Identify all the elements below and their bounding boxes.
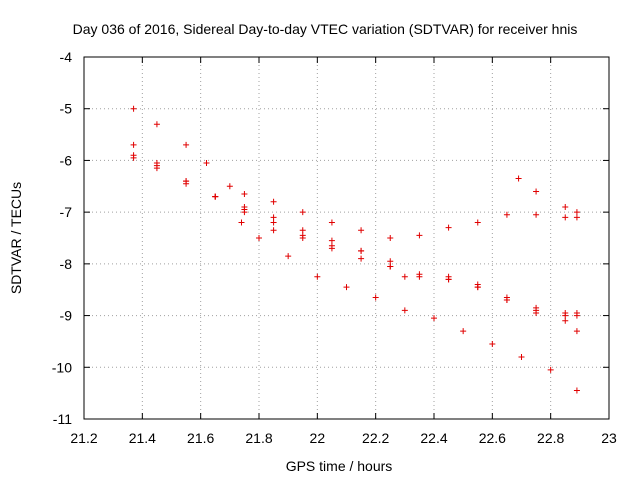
x-tick-label: 21.4	[129, 430, 156, 446]
data-point	[241, 209, 248, 216]
data-point	[212, 193, 219, 200]
grid	[84, 57, 609, 419]
data-point	[562, 312, 569, 319]
data-point	[241, 191, 248, 198]
series-track-3	[130, 152, 580, 335]
data-point	[328, 219, 335, 226]
data-point	[238, 219, 245, 226]
data-point	[203, 160, 210, 167]
data-point	[489, 341, 496, 348]
data-point	[562, 317, 569, 324]
series-track-1	[130, 105, 580, 241]
data-point	[533, 211, 540, 218]
data-point	[256, 235, 262, 241]
data-point	[573, 214, 580, 221]
data-point	[503, 211, 510, 218]
x-tick-label: 21.2	[70, 430, 97, 446]
data-point	[358, 227, 365, 234]
data-point	[241, 203, 248, 210]
data-point	[562, 203, 569, 210]
y-tick-label: -4	[60, 49, 73, 65]
data-point	[270, 198, 277, 205]
data-point	[518, 353, 525, 360]
data-point	[474, 219, 481, 226]
data-points	[130, 105, 580, 394]
data-point	[314, 273, 321, 280]
data-point	[547, 366, 554, 373]
x-tick-label: 21.8	[245, 430, 272, 446]
data-point	[533, 304, 540, 311]
data-point	[515, 175, 522, 182]
data-point	[328, 237, 335, 244]
data-point	[299, 209, 306, 216]
data-point	[573, 387, 580, 394]
series-track-5	[238, 219, 580, 394]
series-track-2	[130, 141, 580, 316]
y-axis-label: SDTVAR / TECUs	[8, 182, 24, 294]
data-point	[387, 235, 394, 241]
series-track-6	[515, 175, 580, 216]
series-track-4	[130, 154, 580, 319]
data-point	[130, 141, 137, 148]
data-point	[270, 214, 277, 221]
x-tick-label: 22.2	[362, 430, 389, 446]
data-point	[372, 294, 379, 301]
x-tick-label: 22.8	[537, 430, 564, 446]
axis-ticks: 21.2 21.4 21.6 21.8 22 22.2 22.4 22.6 22.8 23 -4 -5…	[52, 49, 617, 446]
data-point	[153, 165, 160, 172]
data-point	[401, 273, 408, 280]
data-point	[416, 273, 423, 280]
data-point	[226, 183, 233, 190]
data-point	[431, 315, 437, 322]
data-point	[387, 258, 394, 265]
data-point	[270, 219, 277, 226]
data-point	[533, 188, 540, 195]
data-point	[474, 284, 481, 291]
data-point	[562, 214, 569, 221]
data-point	[130, 105, 137, 112]
data-point	[445, 224, 452, 231]
plot-frame	[83, 56, 610, 420]
chart-title: Day 036 of 2016, Sidereal Day-to-day VTE…	[73, 21, 578, 37]
data-point	[573, 312, 580, 319]
data-point	[183, 141, 190, 148]
data-point	[503, 297, 510, 304]
data-point	[299, 227, 306, 234]
y-tick-label: -10	[52, 359, 72, 375]
data-point	[130, 154, 137, 161]
x-axis-label: GPS time / hours	[286, 458, 393, 474]
data-point	[445, 276, 452, 283]
data-point	[183, 180, 190, 187]
y-tick-label: -6	[60, 152, 73, 168]
data-point	[533, 309, 540, 316]
data-point	[460, 328, 467, 335]
y-tick-label: -5	[60, 101, 73, 117]
data-point	[153, 121, 160, 128]
x-tick-label: 23	[601, 430, 617, 446]
data-point	[358, 255, 365, 262]
data-point	[401, 307, 408, 314]
data-point	[416, 232, 423, 239]
data-point	[573, 209, 580, 216]
y-tick-label: -8	[60, 256, 73, 272]
y-tick-label: -7	[60, 204, 73, 220]
x-tick-label: 22	[310, 430, 326, 446]
y-tick-label: -9	[60, 308, 73, 324]
x-tick-label: 22.4	[420, 430, 447, 446]
data-point	[573, 328, 580, 335]
x-tick-label: 22.6	[479, 430, 506, 446]
data-point	[343, 284, 350, 291]
data-point	[299, 235, 306, 241]
x-tick-label: 21.6	[187, 430, 214, 446]
data-point	[285, 253, 292, 260]
data-point	[270, 227, 277, 234]
data-point	[328, 245, 335, 252]
data-point	[358, 247, 365, 254]
data-point	[387, 263, 394, 270]
y-tick-label: -11	[53, 411, 72, 427]
